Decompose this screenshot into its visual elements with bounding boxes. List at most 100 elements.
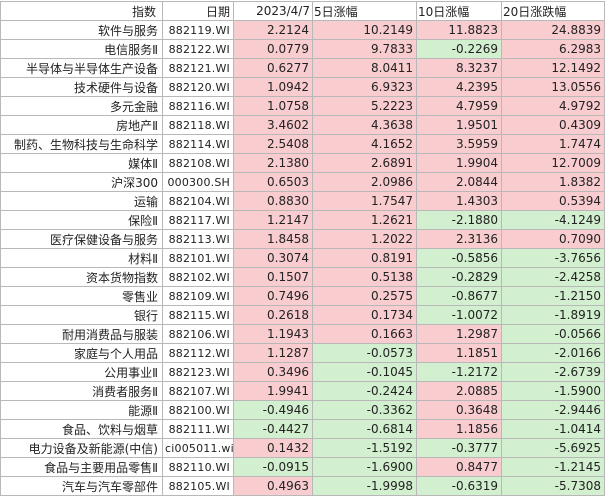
cell-20d-change[interactable]: -2.0166 <box>501 343 605 363</box>
cell-day-change[interactable]: -0.4946 <box>233 400 313 420</box>
cell-index-code[interactable]: 882113.WI <box>162 229 234 249</box>
cell-20d-change[interactable]: -1.0414 <box>501 419 605 439</box>
cell-10d-change[interactable]: -0.2829 <box>416 267 502 287</box>
cell-10d-change[interactable]: 1.4303 <box>416 191 502 211</box>
cell-5d-change[interactable]: 8.0411 <box>312 58 417 78</box>
cell-10d-change[interactable]: 2.0844 <box>416 172 502 192</box>
cell-index-code[interactable]: 882114.WI <box>162 134 234 154</box>
cell-index-name[interactable]: 资本货物指数 <box>0 267 163 287</box>
cell-5d-change[interactable]: -0.0573 <box>312 343 417 363</box>
cell-5d-change[interactable]: 10.2149 <box>312 20 417 40</box>
cell-20d-change[interactable]: 24.8839 <box>501 20 605 40</box>
cell-10d-change[interactable]: 1.9501 <box>416 115 502 135</box>
cell-20d-change[interactable]: 4.9792 <box>501 96 605 116</box>
cell-10d-change[interactable]: 2.3136 <box>416 229 502 249</box>
cell-5d-change[interactable]: 5.2223 <box>312 96 417 116</box>
cell-day-change[interactable]: 3.4602 <box>233 115 313 135</box>
cell-day-change[interactable]: 0.4963 <box>233 476 313 496</box>
cell-index-code[interactable]: 000300.SH <box>162 172 234 192</box>
cell-index-name[interactable]: 电力设备及新能源(中信) <box>0 438 163 458</box>
cell-20d-change[interactable]: -4.1249 <box>501 210 605 230</box>
cell-day-change[interactable]: -0.0915 <box>233 457 313 477</box>
cell-index-name[interactable]: 能源Ⅱ <box>0 400 163 420</box>
cell-index-code[interactable]: 882119.WI <box>162 20 234 40</box>
cell-index-code[interactable]: 882107.WI <box>162 381 234 401</box>
cell-10d-change[interactable]: 8.3237 <box>416 58 502 78</box>
cell-index-name[interactable]: 制药、生物科技与生命科学 <box>0 134 163 154</box>
cell-10d-change[interactable]: -0.2269 <box>416 39 502 59</box>
cell-index-code[interactable]: 882111.WI <box>162 419 234 439</box>
cell-index-code[interactable]: 882102.WI <box>162 267 234 287</box>
cell-20d-change[interactable]: -1.5900 <box>501 381 605 401</box>
cell-index-code[interactable]: 882105.WI <box>162 476 234 496</box>
cell-index-name[interactable]: 半导体与半导体生产设备 <box>0 58 163 78</box>
cell-day-change[interactable]: 1.2147 <box>233 210 313 230</box>
cell-index-name[interactable]: 多元金融 <box>0 96 163 116</box>
cell-day-change[interactable]: 2.5408 <box>233 134 313 154</box>
cell-5d-change[interactable]: 4.1652 <box>312 134 417 154</box>
cell-index-code[interactable]: 882104.WI <box>162 191 234 211</box>
cell-day-change[interactable]: 0.6277 <box>233 58 313 78</box>
cell-20d-change[interactable]: 1.7474 <box>501 134 605 154</box>
cell-10d-change[interactable]: -0.8677 <box>416 286 502 306</box>
cell-10d-change[interactable]: 0.8477 <box>416 457 502 477</box>
cell-index-code[interactable]: 882101.WI <box>162 248 234 268</box>
cell-10d-change[interactable]: -0.5856 <box>416 248 502 268</box>
cell-20d-change[interactable]: 12.1492 <box>501 58 605 78</box>
cell-10d-change[interactable]: 4.2395 <box>416 77 502 97</box>
cell-10d-change[interactable]: 1.1851 <box>416 343 502 363</box>
cell-20d-change[interactable]: 12.7009 <box>501 153 605 173</box>
cell-day-change[interactable]: 0.0779 <box>233 39 313 59</box>
cell-10d-change[interactable]: -0.6319 <box>416 476 502 496</box>
cell-10d-change[interactable]: -1.2172 <box>416 362 502 382</box>
cell-10d-change[interactable]: 2.0885 <box>416 381 502 401</box>
cell-5d-change[interactable]: 6.9323 <box>312 77 417 97</box>
cell-5d-change[interactable]: -0.2424 <box>312 381 417 401</box>
cell-10d-change[interactable]: -0.3777 <box>416 438 502 458</box>
cell-day-change[interactable]: 1.1943 <box>233 324 313 344</box>
cell-5d-change[interactable]: 1.2022 <box>312 229 417 249</box>
cell-index-name[interactable]: 耐用消费品与服装 <box>0 324 163 344</box>
cell-index-name[interactable]: 食品、饮料与烟草 <box>0 419 163 439</box>
cell-20d-change[interactable]: -2.9446 <box>501 400 605 420</box>
cell-index-code[interactable]: 882120.WI <box>162 77 234 97</box>
cell-20d-change[interactable]: 6.2983 <box>501 39 605 59</box>
cell-index-name[interactable]: 医疗保健设备与服务 <box>0 229 163 249</box>
cell-10d-change[interactable]: 1.9904 <box>416 153 502 173</box>
cell-5d-change[interactable]: 0.1663 <box>312 324 417 344</box>
cell-index-code[interactable]: 882123.WI <box>162 362 234 382</box>
cell-10d-change[interactable]: 11.8823 <box>416 20 502 40</box>
cell-10d-change[interactable]: 1.2987 <box>416 324 502 344</box>
cell-5d-change[interactable]: -1.9998 <box>312 476 417 496</box>
cell-5d-change[interactable]: -0.1045 <box>312 362 417 382</box>
cell-day-change[interactable]: 1.0758 <box>233 96 313 116</box>
cell-day-change[interactable]: 1.0942 <box>233 77 313 97</box>
cell-index-name[interactable]: 材料Ⅱ <box>0 248 163 268</box>
cell-index-name[interactable]: 电信服务Ⅱ <box>0 39 163 59</box>
cell-5d-change[interactable]: 1.7547 <box>312 191 417 211</box>
cell-index-code[interactable]: 882110.WI <box>162 457 234 477</box>
cell-index-name[interactable]: 运输 <box>0 191 163 211</box>
cell-index-name[interactable]: 银行 <box>0 305 163 325</box>
header-name[interactable]: 指数 <box>0 1 163 21</box>
cell-5d-change[interactable]: -1.6900 <box>312 457 417 477</box>
cell-5d-change[interactable]: 0.5138 <box>312 267 417 287</box>
cell-index-code[interactable]: 882109.WI <box>162 286 234 306</box>
cell-20d-change[interactable]: 13.0556 <box>501 77 605 97</box>
cell-10d-change[interactable]: -2.1880 <box>416 210 502 230</box>
cell-index-name[interactable]: 食品与主要用品零售Ⅱ <box>0 457 163 477</box>
cell-5d-change[interactable]: -0.6814 <box>312 419 417 439</box>
cell-day-change[interactable]: 2.1380 <box>233 153 313 173</box>
cell-index-code[interactable]: 882106.WI <box>162 324 234 344</box>
cell-index-code[interactable]: 882117.WI <box>162 210 234 230</box>
cell-20d-change[interactable]: -2.6739 <box>501 362 605 382</box>
cell-index-code[interactable]: 882118.WI <box>162 115 234 135</box>
cell-day-change[interactable]: 0.2618 <box>233 305 313 325</box>
cell-index-name[interactable]: 消费者服务Ⅱ <box>0 381 163 401</box>
cell-20d-change[interactable]: -1.2145 <box>501 457 605 477</box>
cell-index-code[interactable]: 882112.WI <box>162 343 234 363</box>
cell-index-name[interactable]: 技术硬件与设备 <box>0 77 163 97</box>
cell-index-name[interactable]: 媒体Ⅱ <box>0 153 163 173</box>
cell-5d-change[interactable]: -0.3362 <box>312 400 417 420</box>
cell-5d-change[interactable]: 0.2575 <box>312 286 417 306</box>
